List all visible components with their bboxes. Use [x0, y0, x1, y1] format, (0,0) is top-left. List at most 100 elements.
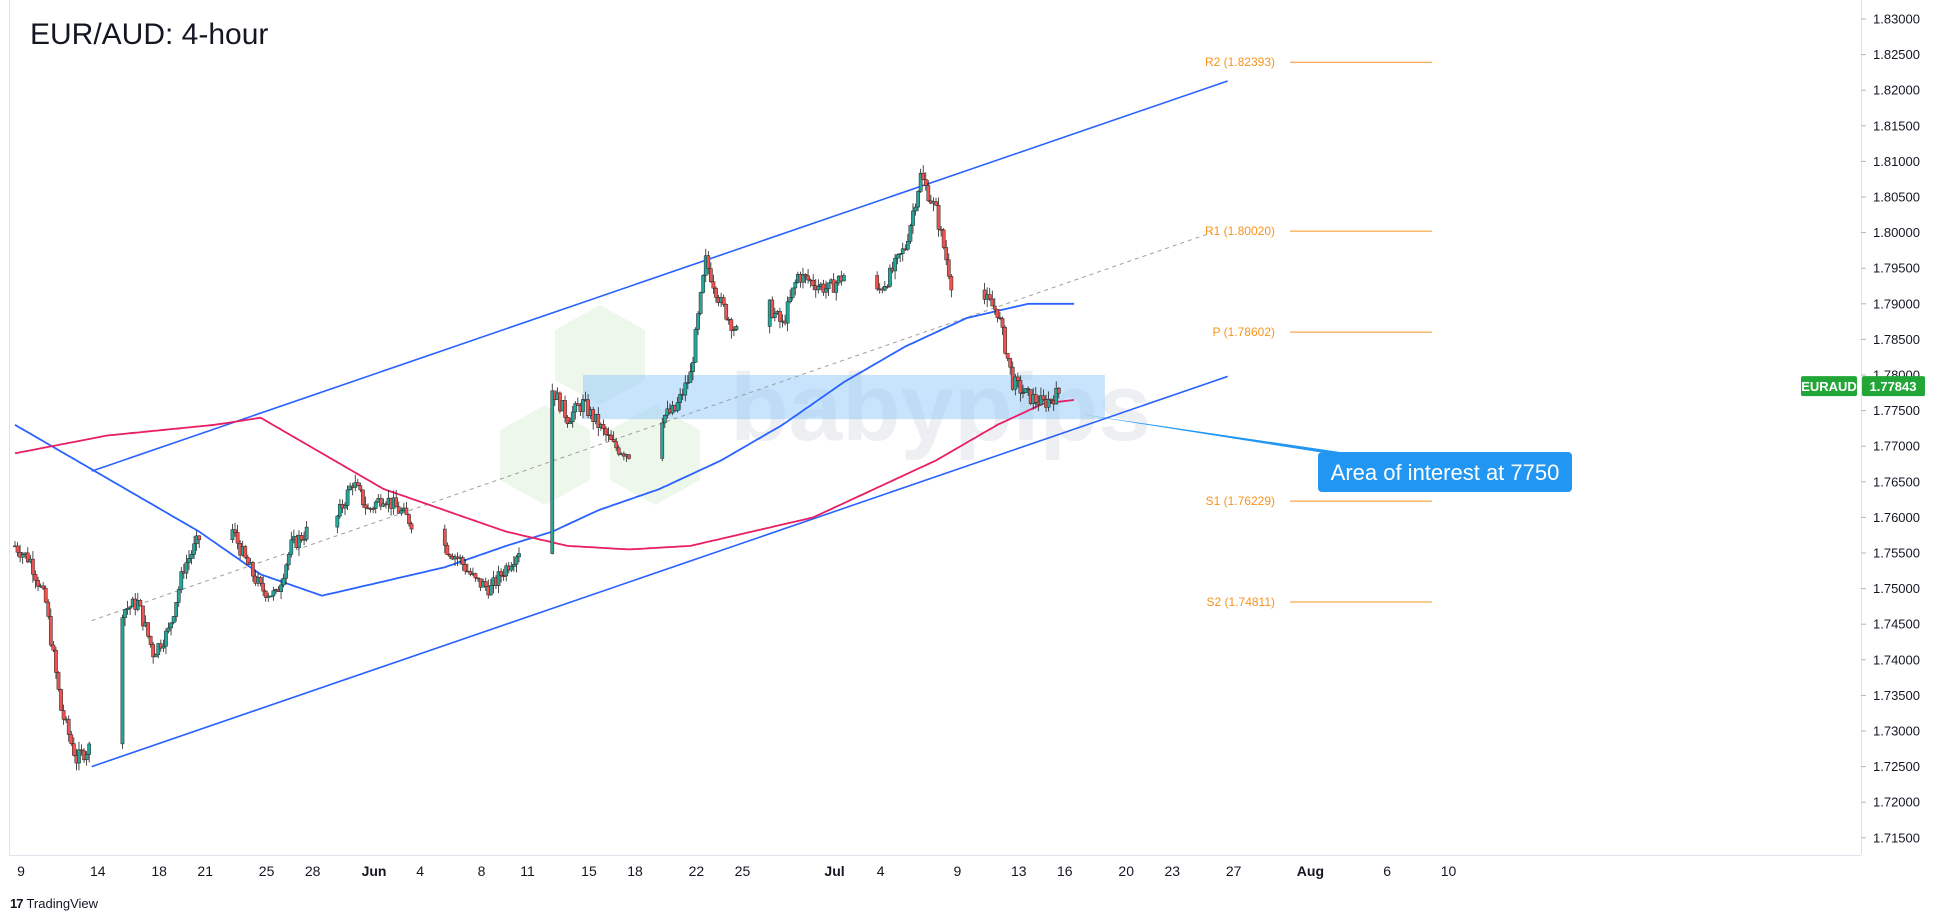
candle-body — [343, 505, 347, 509]
candle-body — [509, 566, 514, 571]
time-tick-label: 10 — [1441, 863, 1457, 879]
candle-body — [941, 229, 946, 248]
candle-body — [138, 600, 143, 607]
candle-body — [192, 543, 196, 555]
candle-body — [1054, 387, 1059, 405]
candle-body — [51, 644, 56, 651]
candle-body — [678, 393, 683, 403]
candle-body — [785, 301, 790, 324]
time-tick-label: 9 — [953, 863, 961, 879]
candle-body — [171, 616, 176, 624]
candle-body — [568, 421, 573, 424]
candle-body — [123, 609, 127, 618]
candle-body — [304, 526, 309, 540]
time-tick-label: Jun — [362, 863, 387, 879]
candle-body — [936, 205, 941, 230]
callout-text: Area of interest at 7750 — [1331, 460, 1560, 485]
annotation-layer: Area of interest at 7750 EURAUD 1.77843 — [1080, 376, 1925, 492]
candle-body — [48, 616, 53, 646]
candle-body — [596, 413, 601, 428]
candle-body — [286, 554, 291, 566]
pivot-layer: R2 (1.82393) R1 (1.80020) P (1.78602) S1 (1… — [1205, 55, 1432, 609]
time-tick-label: 20 — [1118, 863, 1134, 879]
candle-body — [517, 553, 521, 558]
candle-body — [271, 590, 276, 597]
candle-body — [197, 535, 202, 540]
candle-body — [616, 447, 621, 455]
candle-body — [944, 247, 949, 261]
candle-body — [404, 507, 409, 515]
time-tick-label: 25 — [259, 863, 275, 879]
time-tick-label: Jul — [824, 863, 844, 879]
candle-body — [36, 580, 40, 587]
price-tick-label: 1.81500 — [1873, 118, 1920, 133]
candle-body — [56, 672, 61, 690]
candle-body — [284, 564, 289, 579]
candle-body — [693, 329, 698, 363]
candle-body — [1013, 376, 1018, 390]
candle-body — [714, 287, 718, 298]
candle-body — [611, 439, 616, 442]
candle-body — [998, 317, 1002, 319]
candle-body — [1033, 394, 1038, 403]
price-tick-label: 1.83000 — [1873, 12, 1920, 27]
candle-body — [1056, 387, 1061, 394]
candle-body — [33, 574, 38, 581]
candle-body — [885, 286, 890, 288]
price-tick-label: 1.80500 — [1873, 190, 1920, 205]
candle-body — [496, 571, 501, 586]
candle-body — [378, 498, 383, 507]
symbol-badge — [1801, 376, 1857, 397]
price-axis[interactable]: 1.83000 1.82500 1.82000 1.81500 1.81000 1.805… — [1861, 12, 1920, 846]
candle-body — [281, 577, 286, 586]
candle-body — [811, 279, 816, 286]
candle-body — [685, 382, 690, 384]
candle-body — [297, 535, 301, 548]
candle-body — [788, 297, 793, 303]
tradingview-footer[interactable]: 17 TradingView — [10, 896, 98, 911]
candle-body — [724, 304, 729, 320]
candle-body — [992, 305, 997, 310]
time-tick-label: 18 — [151, 863, 167, 879]
candle-body — [373, 501, 378, 509]
candle-body — [66, 718, 71, 735]
pivot-label: R1 (1.80020) — [1205, 224, 1275, 238]
candle-body — [69, 734, 74, 744]
candle-body — [834, 282, 839, 293]
candle-body — [187, 558, 191, 563]
candle-body — [161, 645, 166, 649]
candle-body — [911, 210, 915, 226]
candle-body — [20, 554, 25, 558]
candle-body — [59, 689, 63, 711]
candle-body — [949, 275, 954, 291]
candle-body — [696, 313, 700, 330]
candle-body — [570, 411, 575, 422]
candle-body — [345, 489, 350, 506]
price-tick-label: 1.82500 — [1873, 47, 1920, 62]
candle-body — [61, 710, 66, 720]
candle-body — [268, 595, 273, 598]
candle-body — [189, 554, 194, 559]
candle-body — [289, 539, 294, 555]
channel-layer — [91, 80, 1228, 768]
candle-body — [732, 329, 736, 332]
candle-body — [734, 326, 739, 331]
candle-body — [164, 630, 168, 647]
candle-body — [166, 627, 171, 632]
price-tick-label: 1.71500 — [1873, 830, 1920, 845]
candle-body — [31, 558, 35, 575]
candle-body — [1018, 380, 1023, 394]
candle-body — [184, 562, 189, 574]
candle-body — [158, 643, 163, 649]
price-tick-label: 1.77500 — [1873, 403, 1920, 418]
candle-body — [821, 283, 826, 293]
candle-body — [43, 587, 48, 603]
time-axis[interactable]: 9 14 18 21 25 28 Jun 4 8 11 15 18 22 25 Jul 4 9 13 16 20 23 2… — [17, 863, 1456, 879]
candle-body — [946, 259, 951, 277]
price-tick-label: 1.76000 — [1873, 510, 1920, 525]
symbol-badge-label: EURAUD — [1801, 379, 1857, 394]
candle-body — [371, 508, 376, 510]
candle-body — [128, 606, 132, 609]
candle-body — [916, 191, 920, 208]
